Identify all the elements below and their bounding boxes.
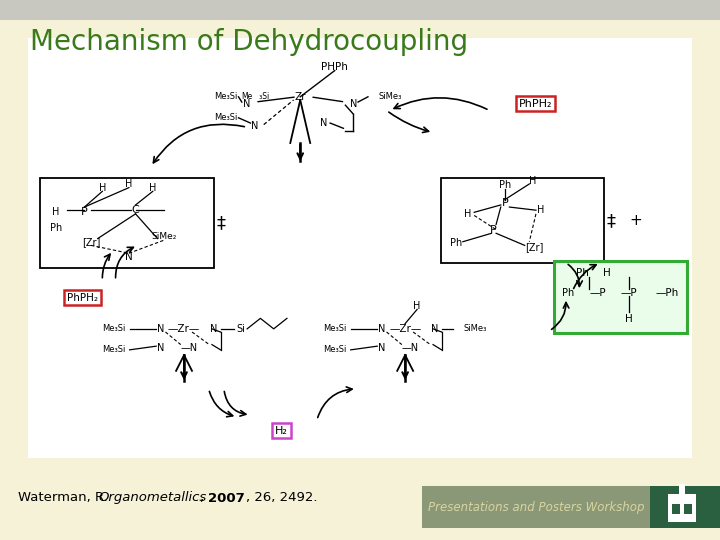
Text: PhPH₂: PhPH₂ bbox=[519, 99, 553, 109]
Text: Ph: Ph bbox=[450, 238, 462, 248]
Text: H: H bbox=[413, 301, 420, 310]
Text: H: H bbox=[464, 209, 472, 219]
Text: N: N bbox=[320, 118, 327, 128]
Text: Me₃Si: Me₃Si bbox=[214, 113, 237, 122]
Text: —Zr—: —Zr— bbox=[168, 324, 200, 334]
Text: N: N bbox=[157, 343, 164, 353]
Bar bbox=[668, 494, 696, 522]
Text: Me₃Si: Me₃Si bbox=[323, 325, 347, 333]
Text: H: H bbox=[625, 314, 633, 324]
Text: P: P bbox=[81, 207, 88, 217]
Text: PhPH₂: PhPH₂ bbox=[67, 293, 98, 303]
Text: Si: Si bbox=[236, 324, 245, 334]
Text: —Ph: —Ph bbox=[655, 288, 679, 298]
Text: ‡: ‡ bbox=[606, 212, 616, 230]
Text: 2007: 2007 bbox=[208, 491, 245, 504]
Text: , 26, 2492.: , 26, 2492. bbox=[246, 491, 318, 504]
Text: P: P bbox=[501, 198, 508, 208]
Bar bbox=[422, 486, 650, 528]
Text: Me₃Si: Me₃Si bbox=[323, 346, 347, 354]
Text: Zr: Zr bbox=[294, 92, 306, 102]
Text: N: N bbox=[378, 324, 386, 334]
Bar bbox=[679, 484, 685, 494]
Text: N: N bbox=[251, 121, 258, 131]
Text: H: H bbox=[125, 179, 132, 189]
Text: Ph: Ph bbox=[50, 223, 62, 233]
Text: H: H bbox=[603, 268, 611, 278]
Bar bbox=[0, 0, 720, 20]
Text: Me₃Si: Me₃Si bbox=[102, 346, 125, 354]
Text: H: H bbox=[149, 183, 156, 193]
Text: N: N bbox=[378, 343, 386, 353]
Text: N: N bbox=[157, 324, 164, 334]
Text: Ph: Ph bbox=[499, 180, 511, 190]
Text: +: + bbox=[629, 213, 642, 228]
Bar bbox=[441, 178, 603, 262]
Text: SiMe₃: SiMe₃ bbox=[379, 92, 402, 102]
Bar bbox=[0, 478, 720, 540]
Text: H: H bbox=[529, 176, 536, 186]
Text: N: N bbox=[431, 324, 438, 334]
Text: N: N bbox=[210, 324, 217, 334]
Text: PHPh: PHPh bbox=[321, 62, 348, 72]
Text: Ph: Ph bbox=[562, 288, 574, 298]
Bar bbox=[28, 38, 692, 458]
Text: Presentations and Posters Workshop: Presentations and Posters Workshop bbox=[428, 501, 644, 514]
Bar bbox=[554, 261, 687, 333]
Text: H: H bbox=[53, 207, 60, 217]
Text: N: N bbox=[243, 99, 251, 109]
Text: N: N bbox=[350, 99, 357, 109]
Text: H₂: H₂ bbox=[275, 426, 288, 436]
Text: Me₃Si: Me₃Si bbox=[214, 92, 237, 102]
Text: —N: —N bbox=[181, 343, 198, 353]
Text: —N: —N bbox=[402, 343, 419, 353]
Text: Me: Me bbox=[241, 92, 253, 102]
Text: [Zr]: [Zr] bbox=[525, 242, 543, 252]
Text: Ph: Ph bbox=[576, 268, 589, 278]
Text: SiMe₃: SiMe₃ bbox=[464, 325, 487, 333]
Text: Waterman, R.: Waterman, R. bbox=[18, 491, 112, 504]
Text: —P: —P bbox=[621, 288, 637, 298]
Text: SiMe₂: SiMe₂ bbox=[151, 232, 177, 241]
Text: Organometallics: Organometallics bbox=[98, 491, 206, 504]
Bar bbox=[40, 178, 214, 268]
Bar bbox=[0, 20, 720, 480]
Text: —Zr—: —Zr— bbox=[389, 324, 421, 334]
Text: H: H bbox=[537, 205, 544, 215]
Text: C: C bbox=[132, 205, 140, 215]
Text: P: P bbox=[490, 225, 496, 234]
Text: Mechanism of Dehydrocoupling: Mechanism of Dehydrocoupling bbox=[30, 28, 468, 56]
Bar bbox=[672, 504, 680, 514]
Bar bbox=[650, 486, 720, 528]
Text: ‡: ‡ bbox=[216, 214, 225, 232]
Text: ₃Si: ₃Si bbox=[253, 92, 270, 102]
Text: ,: , bbox=[200, 491, 208, 504]
Text: Me₃Si: Me₃Si bbox=[102, 325, 125, 333]
Text: —P: —P bbox=[589, 288, 606, 298]
Text: N: N bbox=[125, 253, 132, 262]
Bar bbox=[684, 504, 692, 514]
Text: [Zr]: [Zr] bbox=[82, 237, 100, 247]
Text: H: H bbox=[99, 183, 106, 193]
